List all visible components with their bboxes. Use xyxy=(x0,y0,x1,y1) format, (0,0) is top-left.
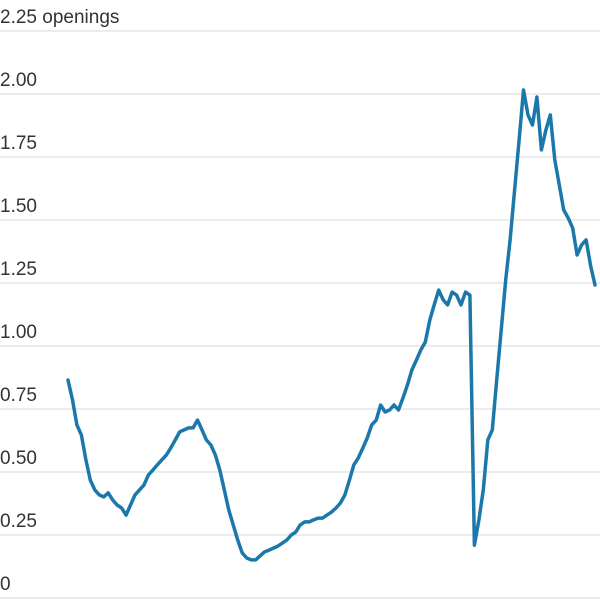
y-tick-label: 0.75 xyxy=(0,385,37,406)
y-tick-label: 1.50 xyxy=(0,196,37,217)
y-tick-label: 1.75 xyxy=(0,133,37,154)
y-tick-label: 0.25 xyxy=(0,511,37,532)
y-tick-label: 0 xyxy=(0,574,11,595)
y-tick-label: 2.25 openings xyxy=(0,7,119,28)
series-line xyxy=(66,88,597,562)
y-tick-label: 0.50 xyxy=(0,448,37,469)
y-tick-label: 1.25 xyxy=(0,259,37,280)
y-tick-label: 2.00 xyxy=(0,70,37,91)
y-tick-label: 1.00 xyxy=(0,322,37,343)
